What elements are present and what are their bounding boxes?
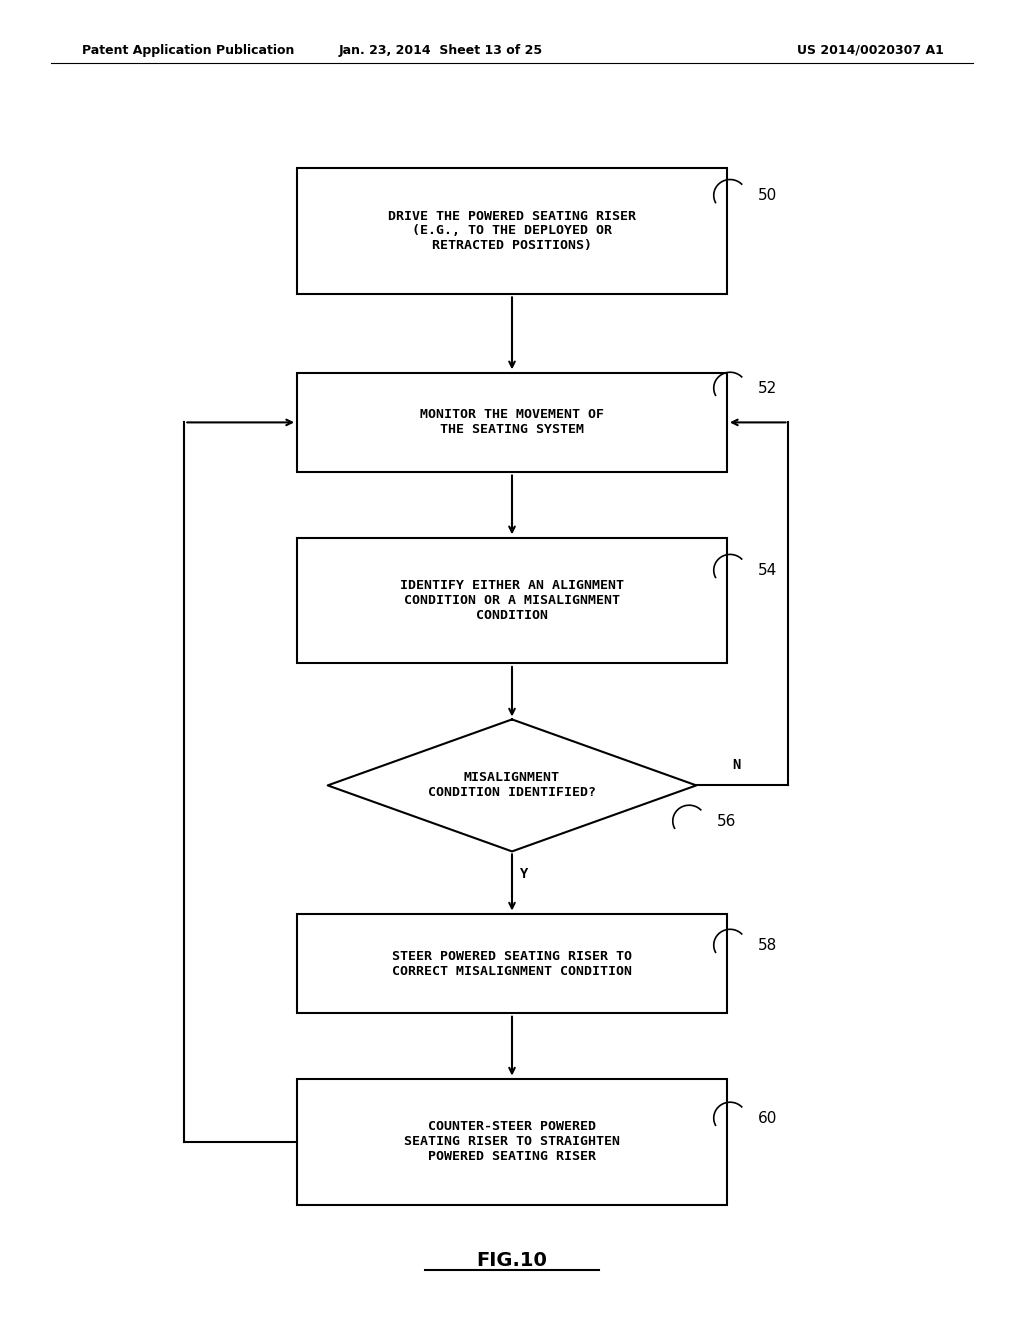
Text: 50: 50 [758, 187, 777, 203]
FancyBboxPatch shape [297, 372, 727, 471]
Text: STEER POWERED SEATING RISER TO
CORRECT MISALIGNMENT CONDITION: STEER POWERED SEATING RISER TO CORRECT M… [392, 949, 632, 978]
FancyBboxPatch shape [297, 539, 727, 663]
Text: FIG.10: FIG.10 [476, 1251, 548, 1270]
Text: 54: 54 [758, 562, 777, 578]
Text: 56: 56 [717, 813, 736, 829]
Text: Y: Y [520, 867, 528, 880]
Text: Patent Application Publication: Patent Application Publication [82, 44, 294, 57]
FancyBboxPatch shape [297, 913, 727, 1014]
FancyBboxPatch shape [297, 169, 727, 294]
Text: MISALIGNMENT
CONDITION IDENTIFIED?: MISALIGNMENT CONDITION IDENTIFIED? [428, 771, 596, 800]
Text: N: N [732, 758, 740, 772]
FancyBboxPatch shape [297, 1080, 727, 1204]
Text: MONITOR THE MOVEMENT OF
THE SEATING SYSTEM: MONITOR THE MOVEMENT OF THE SEATING SYST… [420, 408, 604, 437]
Text: DRIVE THE POWERED SEATING RISER
(E.G., TO THE DEPLOYED OR
RETRACTED POSITIONS): DRIVE THE POWERED SEATING RISER (E.G., T… [388, 210, 636, 252]
Text: Jan. 23, 2014  Sheet 13 of 25: Jan. 23, 2014 Sheet 13 of 25 [338, 44, 543, 57]
Text: 52: 52 [758, 380, 777, 396]
Text: US 2014/0020307 A1: US 2014/0020307 A1 [797, 44, 944, 57]
Text: 60: 60 [758, 1110, 777, 1126]
Text: 58: 58 [758, 937, 777, 953]
Text: COUNTER-STEER POWERED
SEATING RISER TO STRAIGHTEN
POWERED SEATING RISER: COUNTER-STEER POWERED SEATING RISER TO S… [404, 1121, 620, 1163]
Text: IDENTIFY EITHER AN ALIGNMENT
CONDITION OR A MISALIGNMENT
CONDITION: IDENTIFY EITHER AN ALIGNMENT CONDITION O… [400, 579, 624, 622]
